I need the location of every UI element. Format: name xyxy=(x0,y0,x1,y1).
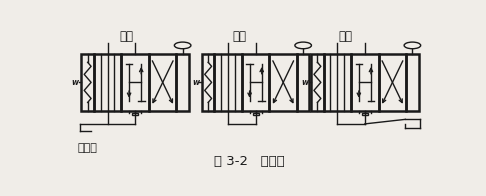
Bar xyxy=(242,54,269,111)
Bar xyxy=(311,54,324,111)
Bar xyxy=(132,113,138,115)
Text: 起升: 起升 xyxy=(233,30,247,43)
Bar xyxy=(149,54,176,111)
Text: 压力油: 压力油 xyxy=(78,143,98,153)
Bar xyxy=(214,54,242,111)
Bar xyxy=(269,54,297,111)
Text: 图 3-2   组合阀: 图 3-2 组合阀 xyxy=(214,155,284,168)
Bar xyxy=(202,54,214,111)
Text: 变幅: 变幅 xyxy=(120,30,134,43)
Text: w: w xyxy=(192,78,199,87)
Bar xyxy=(253,113,259,115)
Bar xyxy=(297,54,309,111)
Text: 伸缩: 伸缩 xyxy=(338,30,352,43)
Bar xyxy=(362,113,368,115)
Bar xyxy=(94,54,122,111)
Bar xyxy=(122,54,149,111)
Text: w: w xyxy=(301,78,308,87)
Text: w: w xyxy=(71,78,78,87)
Bar xyxy=(406,54,418,111)
Bar xyxy=(82,54,94,111)
Bar xyxy=(324,54,351,111)
Bar xyxy=(379,54,406,111)
Bar xyxy=(176,54,189,111)
Bar xyxy=(351,54,379,111)
